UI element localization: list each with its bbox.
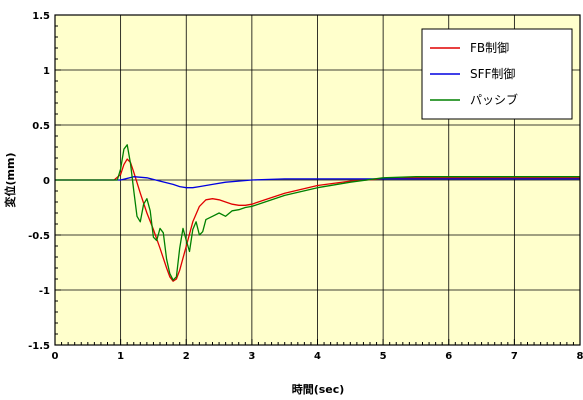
x-tick-label: 6 xyxy=(445,351,452,362)
x-tick-label: 8 xyxy=(577,351,583,362)
y-tick-labels: 1.5 1 0.5 0 -0.5 -1 -1.5 xyxy=(28,11,50,352)
x-tick-label: 7 xyxy=(511,351,518,362)
series-line xyxy=(55,144,580,281)
y-axis-title: 変位(mm) xyxy=(3,153,17,208)
x-tick-label: 3 xyxy=(248,351,255,362)
x-axis-title: 時間(sec) xyxy=(292,382,345,396)
legend-label: SFF制御 xyxy=(470,66,515,81)
x-tick-labels: 0 1 2 3 4 5 6 7 8 xyxy=(52,351,583,362)
legend-box xyxy=(421,28,573,120)
y-tick-label: 0 xyxy=(43,176,50,187)
series-line xyxy=(55,158,580,282)
plot-frame xyxy=(54,14,581,346)
x-tick-label: 4 xyxy=(314,351,321,362)
legend-label: パッシブ xyxy=(470,92,518,107)
y-tick-label: 1.5 xyxy=(32,11,50,22)
x-tick-label: 2 xyxy=(183,351,190,362)
legend-label: FB制御 xyxy=(470,40,509,55)
x-tick-label: 1 xyxy=(117,351,124,362)
x-tick-label: 5 xyxy=(380,351,387,362)
series-layer xyxy=(55,144,580,282)
x-tick-label: 0 xyxy=(52,351,59,362)
y-tick-label: 0.5 xyxy=(32,121,50,132)
y-tick-label: -0.5 xyxy=(28,231,50,242)
y-tick-label: -1.5 xyxy=(28,341,50,352)
y-tick-label: 1 xyxy=(43,66,50,77)
y-tick-label: -1 xyxy=(39,286,50,297)
